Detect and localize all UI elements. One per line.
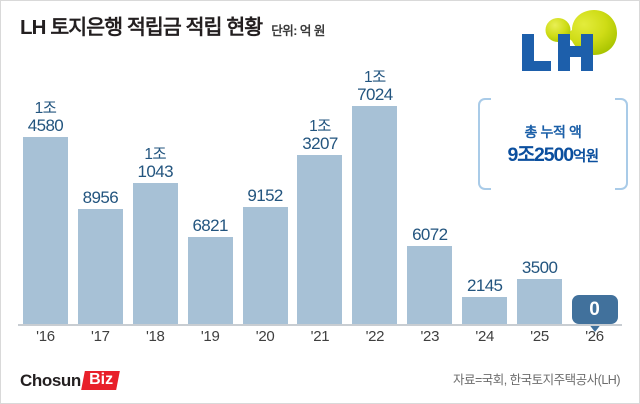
brand-tag-text: Biz bbox=[88, 370, 113, 388]
bar-value-label: 6072 bbox=[412, 224, 448, 244]
zero-value-badge: 0 bbox=[571, 295, 618, 324]
x-axis-tick-label: '24 bbox=[475, 328, 495, 345]
x-axis-tick-label: '16 bbox=[36, 328, 55, 345]
bar[interactable] bbox=[297, 155, 343, 324]
x-axis-tick-label: '18 bbox=[145, 328, 165, 345]
logo-large-shape bbox=[562, 10, 617, 55]
total-label: 총 누적 액 bbox=[524, 124, 582, 141]
bar[interactable] bbox=[242, 207, 288, 324]
bar-value-label: 8956 bbox=[82, 187, 119, 207]
brand-word: Chosun bbox=[20, 370, 81, 390]
bar[interactable] bbox=[352, 106, 398, 324]
bar-column[interactable]: 6072 bbox=[402, 60, 457, 324]
bar[interactable] bbox=[407, 246, 453, 324]
page-title: LH 토지은행 적립금 적립 현황 bbox=[20, 16, 263, 39]
brand-tag: Biz bbox=[81, 370, 120, 390]
x-axis-tick-label: '25 bbox=[530, 328, 549, 345]
bar-column[interactable]: 1조 4580 bbox=[18, 60, 73, 324]
x-axis-tick-label: '26 bbox=[585, 328, 604, 345]
bar-column[interactable]: 1조 7024 bbox=[347, 60, 402, 324]
bar-value-label: 6821 bbox=[192, 215, 228, 235]
bar-value-label: 2145 bbox=[466, 275, 503, 295]
bar-value-label: 1조 1043 bbox=[137, 145, 174, 181]
bar-column[interactable]: 1조 1043 bbox=[128, 60, 183, 324]
bar-value-unit-jo: 1조 bbox=[309, 117, 331, 135]
bar-column[interactable]: 8956 bbox=[73, 60, 128, 324]
bar-chart-plot-area: 1조 4580 8956 1조 1043 6821 9152 1조 3207 1조 7024 6072… bbox=[18, 60, 622, 324]
unit-subtitle: 단위: 억 원 bbox=[271, 24, 325, 38]
logo-letters bbox=[522, 34, 593, 71]
bar-value-unit-jo: 1조 bbox=[34, 99, 57, 117]
source-note: 자료=국회, 한국토지주택공사(LH) bbox=[452, 373, 621, 387]
bar-value-label: 0 bbox=[589, 299, 600, 320]
chart-header: LH 토지은행 적립금 적립 현황 단위: 억 원 bbox=[20, 16, 325, 39]
bar-chart: 1조 4580 8956 1조 1043 6821 9152 1조 3207 1조 7024 6072… bbox=[18, 60, 622, 324]
chart-footer: Chosun Biz 자료=국회, 한국토지주택공사(LH) bbox=[0, 356, 640, 404]
bar-value-label: 1조 7024 bbox=[357, 68, 393, 104]
lh-logo: LH bbox=[510, 8, 622, 76]
bracket-left bbox=[478, 98, 491, 190]
bar[interactable] bbox=[132, 183, 178, 324]
x-axis-tick-label: '23 bbox=[420, 328, 440, 345]
x-axis-tick-label: '21 bbox=[310, 328, 330, 345]
x-axis-tick-label: '19 bbox=[200, 328, 220, 345]
bar-column[interactable]: 0 bbox=[567, 60, 622, 324]
bar-value-unit-jo: 1조 bbox=[144, 145, 167, 163]
total-value-unit: 억원 bbox=[573, 149, 599, 166]
bar-value-unit-jo: 1조 bbox=[364, 68, 386, 86]
total-value: 9조2500억원 bbox=[507, 144, 599, 167]
bar-value-label: 1조 3207 bbox=[302, 117, 338, 153]
x-axis-tick-label: '22 bbox=[365, 328, 385, 345]
bar-value-label: 3500 bbox=[521, 257, 558, 277]
bar-column[interactable]: 1조 3207 bbox=[293, 60, 348, 324]
bar-column[interactable]: 2145 bbox=[457, 60, 512, 324]
bar-column[interactable]: 6821 bbox=[183, 60, 238, 324]
bar[interactable] bbox=[77, 209, 123, 324]
bracket-right bbox=[615, 98, 628, 190]
chosunbiz-logo: Chosun Biz bbox=[20, 370, 120, 390]
total-accumulated-callout: 총 누적 액 9조2500억원 bbox=[478, 98, 628, 190]
x-axis-tick-label: '20 bbox=[255, 328, 275, 345]
x-axis-baseline bbox=[18, 324, 622, 326]
bar-column[interactable]: 3500 bbox=[512, 60, 567, 324]
total-value-number: 9조2500 bbox=[507, 144, 574, 167]
bar[interactable] bbox=[462, 297, 508, 324]
bar[interactable] bbox=[187, 237, 233, 324]
bar[interactable] bbox=[22, 137, 68, 324]
bar[interactable] bbox=[517, 279, 563, 324]
x-axis-tick-label: '17 bbox=[91, 328, 110, 345]
bar-column[interactable]: 9152 bbox=[238, 60, 293, 324]
x-axis-labels: '16 '17 '18 '19 '20 '21 '22 '23 '24 '25 '26 bbox=[18, 328, 622, 352]
bar-value-label: 1조 4580 bbox=[27, 99, 64, 135]
bar-value-label: 9152 bbox=[247, 185, 283, 205]
